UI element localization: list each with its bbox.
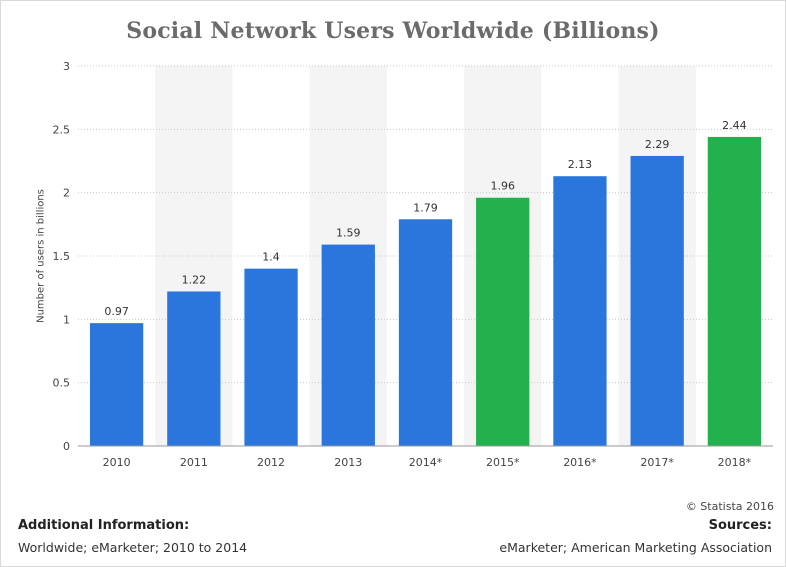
y-tick-label: 3 <box>63 60 70 73</box>
bar-value-label: 2.13 <box>568 158 593 171</box>
x-tick-label: 2018* <box>718 456 752 469</box>
x-tick-label: 2016* <box>563 456 597 469</box>
x-tick-label: 2011 <box>180 456 208 469</box>
y-tick-label: 1.5 <box>53 250 71 263</box>
x-tick-label: 2014* <box>409 456 443 469</box>
bar-chart: 0 0.5 1 1.5 2 2.5 3 0.97 2010 1.22 2011 1.4 2012 1.59… <box>53 60 773 469</box>
sources-text: eMarketer; American Marketing Associatio… <box>499 540 772 555</box>
x-tick-label: 2015* <box>486 456 520 469</box>
y-tick-label: 0 <box>63 440 70 453</box>
y-axis-label: Number of users in billions <box>35 189 47 323</box>
bar <box>321 244 375 446</box>
bar-value-label: 1.4 <box>262 251 280 264</box>
bar <box>89 323 144 446</box>
statista-credit: © Statista 2016 <box>685 500 774 513</box>
y-tick-label: 1 <box>63 313 70 326</box>
bar <box>244 268 298 446</box>
bar <box>707 136 762 446</box>
bar <box>398 219 453 446</box>
y-tick-label: 2 <box>63 187 70 200</box>
bar-value-label: 1.22 <box>182 273 207 286</box>
bar-value-label: 1.79 <box>413 201 438 214</box>
bar <box>630 155 684 446</box>
bar <box>553 176 607 446</box>
bar-value-label: 1.59 <box>336 227 361 240</box>
chart-title: Social Network Users Worldwide (Billions… <box>126 18 660 44</box>
bar <box>167 291 221 446</box>
sources-title: Sources: <box>708 518 772 533</box>
x-tick-label: 2013 <box>334 456 362 469</box>
x-tick-label: 2010 <box>103 456 131 469</box>
bar-value-label: 0.97 <box>104 305 129 318</box>
bar-value-label: 2.44 <box>722 119 747 132</box>
x-tick-label: 2012 <box>257 456 285 469</box>
additional-info-text: Worldwide; eMarketer; 2010 to 2014 <box>18 540 248 555</box>
additional-info-title: Additional Information: <box>18 518 190 533</box>
y-tick-label: 0.5 <box>53 377 71 390</box>
bar <box>476 197 530 446</box>
x-tick-label: 2017* <box>640 456 674 469</box>
bar-value-label: 1.96 <box>490 180 515 193</box>
bar-value-label: 2.29 <box>645 138 670 151</box>
y-tick-label: 2.5 <box>53 123 71 136</box>
